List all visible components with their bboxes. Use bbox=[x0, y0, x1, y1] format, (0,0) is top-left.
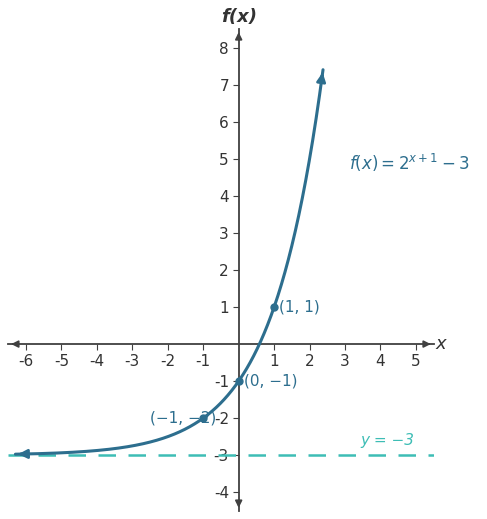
Text: (−1, −2): (−1, −2) bbox=[150, 411, 216, 426]
Text: $f(x) = 2^{x+1} - 3$: $f(x) = 2^{x+1} - 3$ bbox=[349, 152, 469, 174]
Text: x: x bbox=[435, 335, 446, 353]
Text: (1, 1): (1, 1) bbox=[280, 299, 320, 315]
Text: y = −3: y = −3 bbox=[360, 433, 414, 448]
Text: (0, −1): (0, −1) bbox=[244, 374, 298, 389]
Text: f(x): f(x) bbox=[221, 8, 257, 26]
